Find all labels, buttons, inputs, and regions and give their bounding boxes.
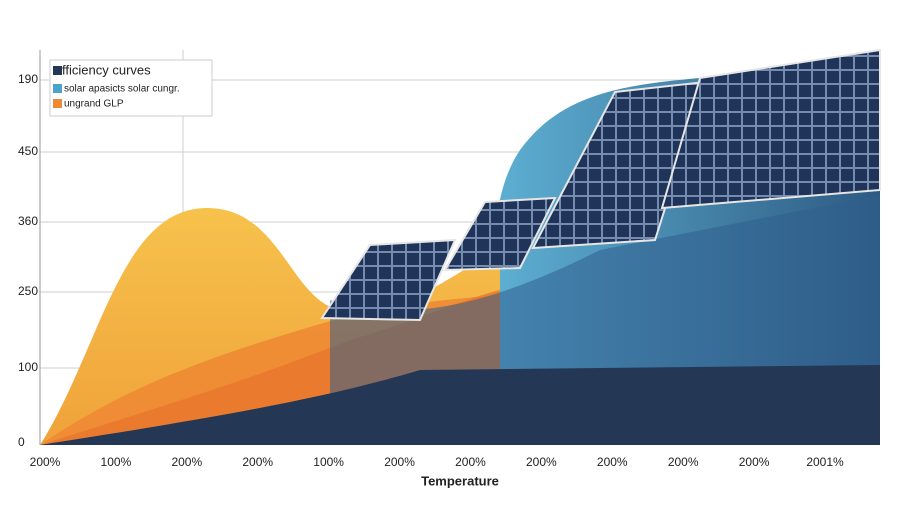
x-label: 200% [739,455,770,469]
navy-area [40,365,880,445]
x-label: 200% [242,455,273,469]
legend-swatch [53,66,62,75]
legend-box [49,59,213,117]
solar-panels [320,48,881,322]
solar-panel [443,196,557,272]
x-label: 2001% [806,455,844,469]
legend-item: solar apasicts solar cungr. [64,84,180,95]
y-label: 450 [18,144,38,158]
y-label: 0 [18,435,25,449]
y-label: 250 [18,284,38,298]
legend: fficiency curves solar apasicts solar cu… [49,59,213,117]
solar-panel [660,48,881,210]
x-label: 200% [30,455,61,469]
x-label: 200% [384,455,415,469]
legend-swatch [53,99,62,108]
x-axis-title: Temperature [421,473,499,488]
areas [40,70,880,445]
legend-swatch [53,84,62,93]
y-label: 190 [18,72,38,86]
y-label: 100 [18,360,38,374]
solar-panel [320,238,457,322]
x-label: 100% [313,455,344,469]
x-label: 200% [668,455,699,469]
x-label: 200% [526,455,557,469]
legend-item: ungrand GLP [64,99,124,110]
x-label: 200% [597,455,628,469]
legend-title: fficiency curves [62,62,151,77]
y-label: 360 [18,214,38,228]
x-label: 200% [455,455,486,469]
x-label: 100% [101,455,132,469]
x-label: 200% [171,455,202,469]
